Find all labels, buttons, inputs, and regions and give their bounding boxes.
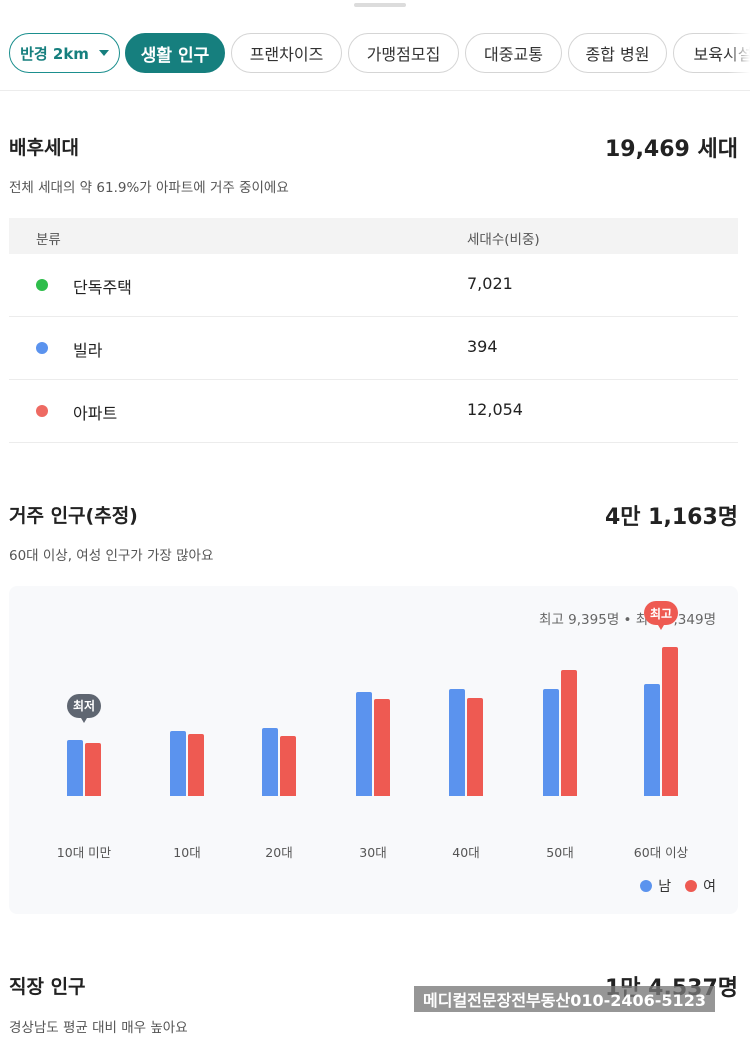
filter-chip-bar: 반경 2km 생활 인구 프랜차이즈 가맹점모집 대중교통 종합 병원 보육시설 [0,33,750,75]
legend-female-label: 여 [703,879,716,895]
lowest-tag: 최저 [67,693,101,723]
households-total: 19,469 세대 [604,137,738,162]
table-row: 아파트 12,054 [9,380,738,443]
scroll-fade [728,28,750,78]
col-count: 세대수(비중) [467,232,540,248]
households-subtitle: 전체 세대의 약 61.9%가 아파트에 거주 중이에요 [9,180,289,196]
workplace-title: 직장 인구 [9,976,86,998]
legend-male-label: 남 [658,879,672,895]
x-tick-label: 10대 [173,845,201,860]
workplace-subtitle: 경상남도 평균 대비 매우 높아요 [9,1020,188,1036]
bar-male-5[interactable] [543,689,559,796]
bar-female-5[interactable] [561,670,577,796]
bar-female-1[interactable] [188,733,204,796]
watermark-overlay: 메디컬전문장전부동산010-2406-5123 [414,986,715,1012]
bar-female-4[interactable] [467,697,483,796]
drag-handle[interactable] [354,3,406,7]
bar-female-2[interactable] [280,735,296,796]
chip-public-transit[interactable]: 대중교통 [465,33,562,73]
chip-general-hospital[interactable]: 종합 병원 [568,33,667,73]
bar-male-4[interactable] [449,689,465,796]
x-tick-label: 20대 [265,845,293,860]
row-label: 단독주택 [73,278,132,297]
radius-label: 반경 2km [20,44,89,63]
x-tick-label: 10대 미만 [56,845,112,860]
divider [0,90,750,91]
bar-male-2[interactable] [262,727,278,796]
resident-total: 4만 1,163명 [604,505,738,530]
radius-dropdown[interactable]: 반경 2km [9,33,120,73]
households-title: 배후세대 [9,137,79,159]
resident-title: 거주 인구(추정) [9,505,138,527]
legend-female-dot [685,880,698,892]
bar-male-0[interactable] [67,739,83,796]
x-tick-label: 30대 [359,845,387,860]
highest-tag: 최고 [644,601,678,631]
bar-female-3[interactable] [374,699,390,796]
row-label: 빌라 [73,341,103,360]
chevron-down-icon [98,50,109,56]
resident-subtitle: 60대 이상, 여성 인구가 가장 많아요 [9,548,214,564]
bar-female-6[interactable] [662,647,678,796]
blue-dot-icon [36,342,48,354]
population-chart: 최고 9,395명 • 최저 3,349명 10대 미만 10대 20대 30대 40대… [9,586,738,914]
table-row: 단독주택 7,021 [9,254,738,317]
legend-male-dot [640,880,653,892]
chip-franchise[interactable]: 프랜차이즈 [231,33,342,73]
chip-franchise-recruit[interactable]: 가맹점모집 [348,33,459,73]
row-value: 12,054 [467,400,523,419]
col-type: 분류 [36,232,61,248]
chip-living-population[interactable]: 생활 인구 [125,33,225,73]
red-dot-icon [36,405,48,417]
green-dot-icon [36,279,48,291]
row-value: 394 [467,337,498,356]
bar-male-3[interactable] [356,692,372,796]
chart-plot-area [9,586,738,796]
households-table-header: 분류 세대수(비중) [9,218,738,254]
bar-male-6[interactable] [644,684,660,796]
table-row: 빌라 394 [9,317,738,380]
row-value: 7,021 [467,274,513,293]
chart-legend: 남 여 [626,876,716,896]
x-tick-label: 40대 [452,845,480,860]
bar-male-1[interactable] [170,731,186,796]
row-label: 아파트 [73,404,118,423]
bar-female-0[interactable] [85,742,101,796]
x-tick-label: 60대 이상 [633,845,689,860]
x-tick-label: 50대 [546,845,574,860]
